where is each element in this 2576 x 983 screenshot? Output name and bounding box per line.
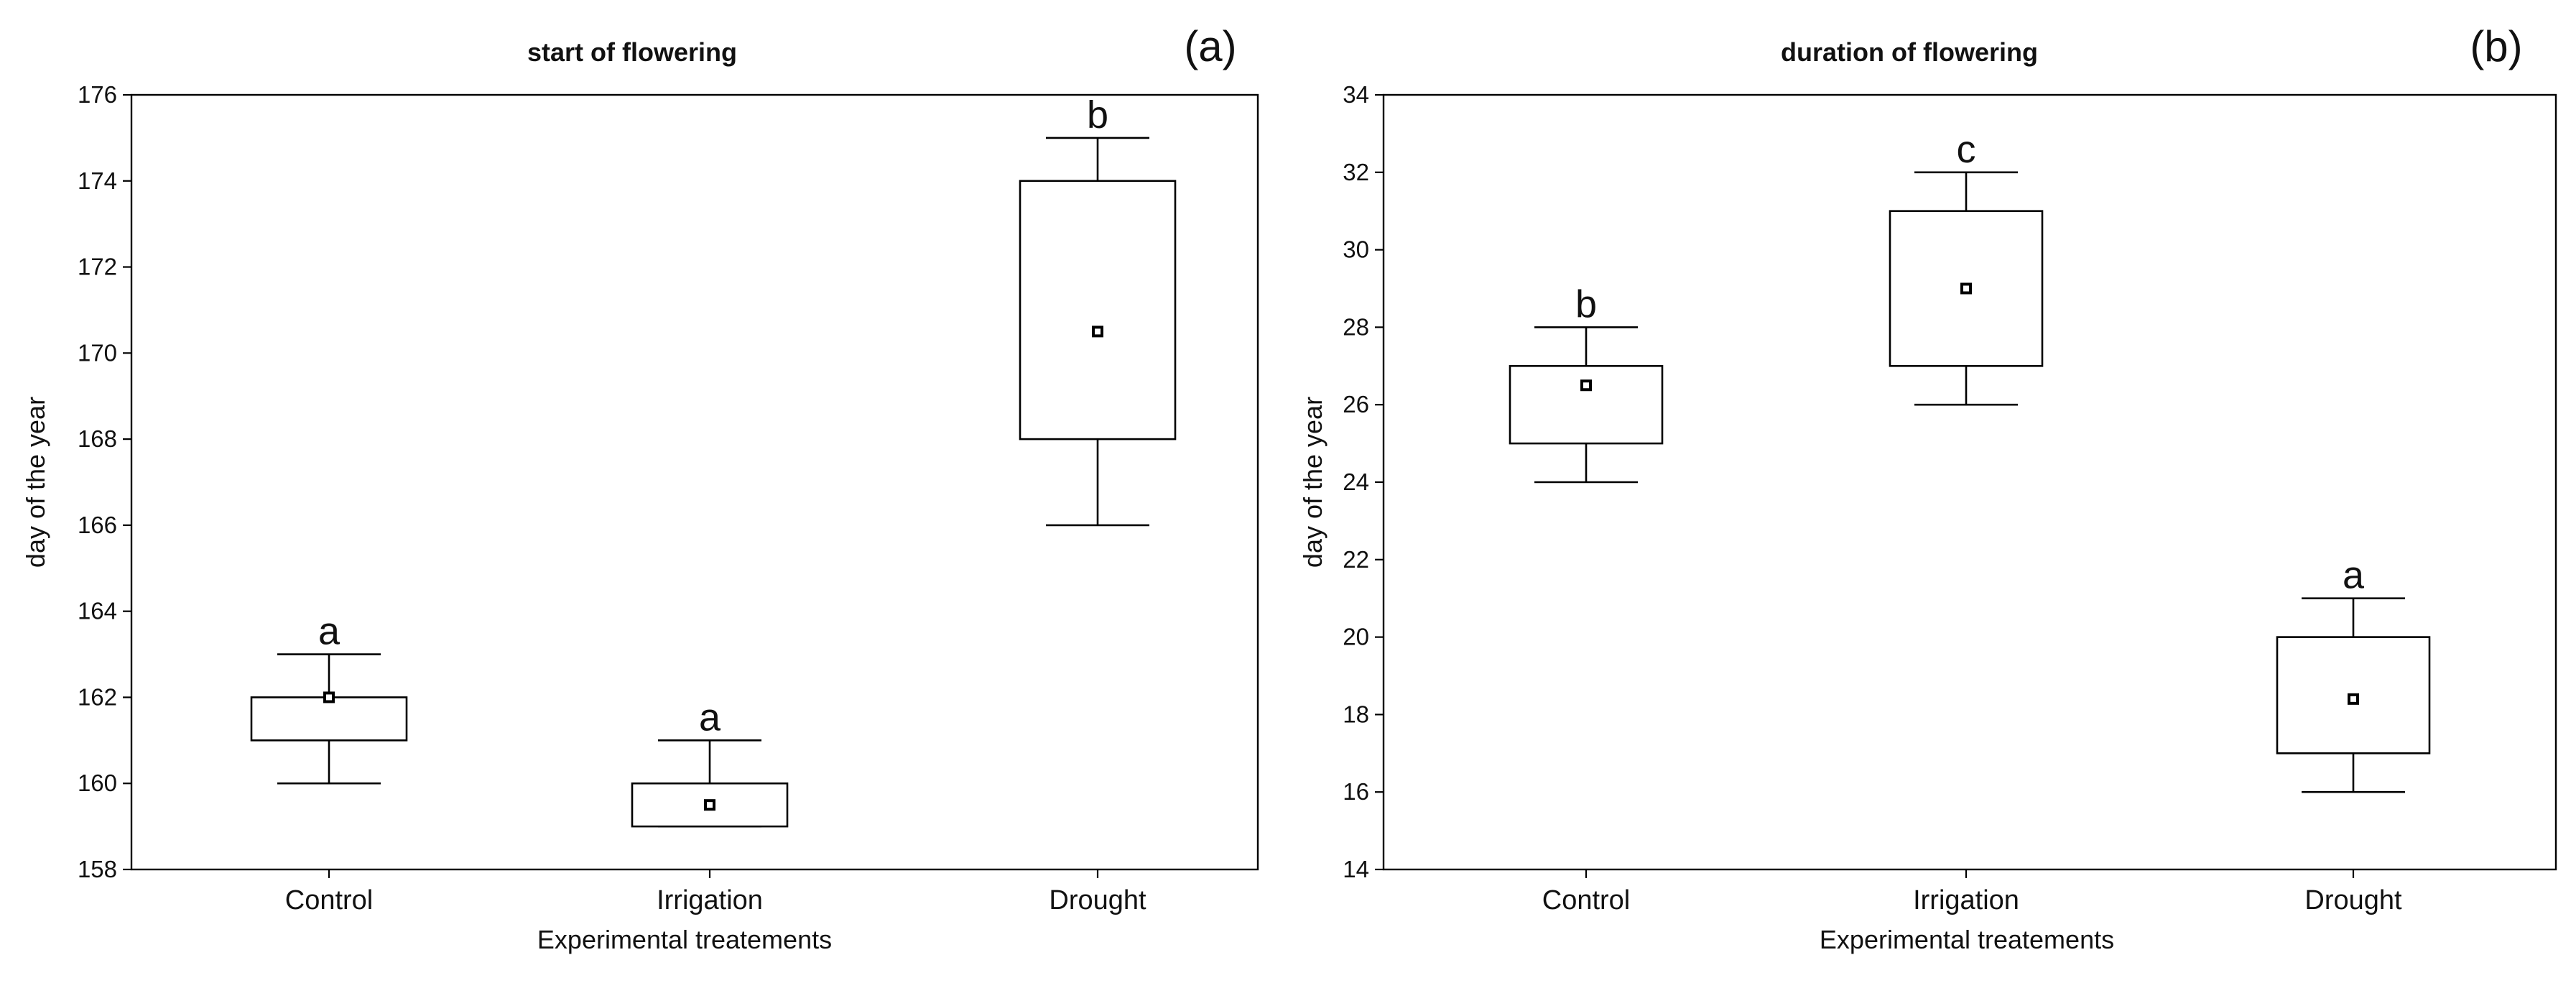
- panel-start-of-flowering: start of flowering (a) 158 160 162 164 166 168 1…: [21, 22, 1259, 954]
- y-tick-label: 26: [1343, 391, 1369, 417]
- chart-title: start of flowering: [527, 37, 737, 67]
- mean-marker: [2348, 693, 2359, 705]
- y-tick-label: 28: [1343, 313, 1369, 340]
- mean-marker: [704, 799, 715, 811]
- y-tick-label: 164: [78, 598, 117, 624]
- y-tick-label: 14: [1343, 856, 1369, 882]
- x-axis-title: Experimental treatements: [537, 925, 832, 954]
- x-tick-label: Drought: [1049, 885, 1146, 915]
- significance-letter: a: [2343, 554, 2365, 597]
- box-body: [250, 696, 408, 742]
- x-tick-label: Drought: [2304, 885, 2402, 915]
- y-tick-label: 162: [78, 683, 117, 710]
- mean-marker: [1960, 282, 1972, 295]
- significance-letter: a: [699, 696, 721, 739]
- y-tick-label: 32: [1343, 159, 1369, 185]
- y-tick-label: 168: [78, 425, 117, 452]
- box-body: [1019, 180, 1177, 440]
- significance-letter: a: [318, 610, 340, 653]
- y-tick-label: 158: [78, 856, 117, 882]
- panel-label: (a): [1184, 22, 1236, 70]
- x-tick-label: Control: [1542, 885, 1631, 915]
- y-tick-label: 18: [1343, 701, 1369, 727]
- box-irrigation: a: [631, 696, 789, 828]
- y-tick-label: 24: [1343, 469, 1369, 495]
- significance-letter: b: [1575, 282, 1597, 326]
- y-axis-title: day of the year: [1298, 397, 1328, 568]
- x-axis-title: Experimental treatements: [1820, 925, 2114, 954]
- mean-marker: [1580, 379, 1592, 392]
- x-tick-label: Irrigation: [1913, 885, 2019, 915]
- y-axis-title: day of the year: [21, 397, 50, 568]
- chart-title: duration of flowering: [1781, 37, 2038, 67]
- significance-letter: c: [1957, 128, 1976, 171]
- y-tick-label: 30: [1343, 236, 1369, 263]
- y-tick-label: 20: [1343, 624, 1369, 650]
- mean-marker: [323, 691, 335, 703]
- y-tick-label: 34: [1343, 81, 1369, 108]
- mean-marker: [1092, 326, 1103, 338]
- box-drought: b: [1019, 93, 1177, 527]
- x-tick-label: Control: [285, 885, 374, 915]
- box-control: a: [250, 610, 408, 785]
- x-tick-label: Irrigation: [657, 885, 763, 915]
- plot-frame: [130, 93, 1259, 871]
- y-tick-label: 170: [78, 339, 117, 366]
- y-tick-label: 22: [1343, 546, 1369, 573]
- y-tick-label: 174: [78, 167, 117, 194]
- box-drought: a: [2276, 554, 2431, 793]
- y-tick-label: 166: [78, 512, 117, 538]
- significance-letter: b: [1087, 93, 1108, 137]
- panel-label: (b): [2470, 22, 2522, 70]
- y-tick-label: 160: [78, 770, 117, 796]
- y-tick-label: 176: [78, 81, 117, 108]
- y-tick-label: 16: [1343, 778, 1369, 805]
- y-tick-label: 172: [78, 254, 117, 280]
- panel-duration-of-flowering: duration of flowering (b) 14 16 18 20 22 24 26 28…: [1298, 22, 2557, 954]
- box-control: b: [1509, 282, 1664, 484]
- box-irrigation: c: [1889, 128, 2044, 406]
- box-body: [1509, 364, 1664, 445]
